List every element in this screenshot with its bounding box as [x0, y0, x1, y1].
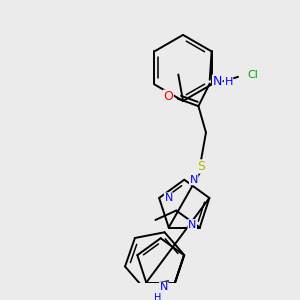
Text: O: O: [163, 90, 173, 103]
Text: H: H: [154, 293, 162, 300]
Text: N: N: [190, 175, 198, 185]
Text: N: N: [188, 220, 196, 230]
Text: Cl: Cl: [248, 70, 258, 80]
Text: N: N: [164, 193, 173, 203]
Text: N: N: [213, 75, 222, 88]
Text: H: H: [224, 76, 233, 87]
Text: S: S: [197, 160, 205, 173]
Text: N: N: [160, 282, 168, 292]
